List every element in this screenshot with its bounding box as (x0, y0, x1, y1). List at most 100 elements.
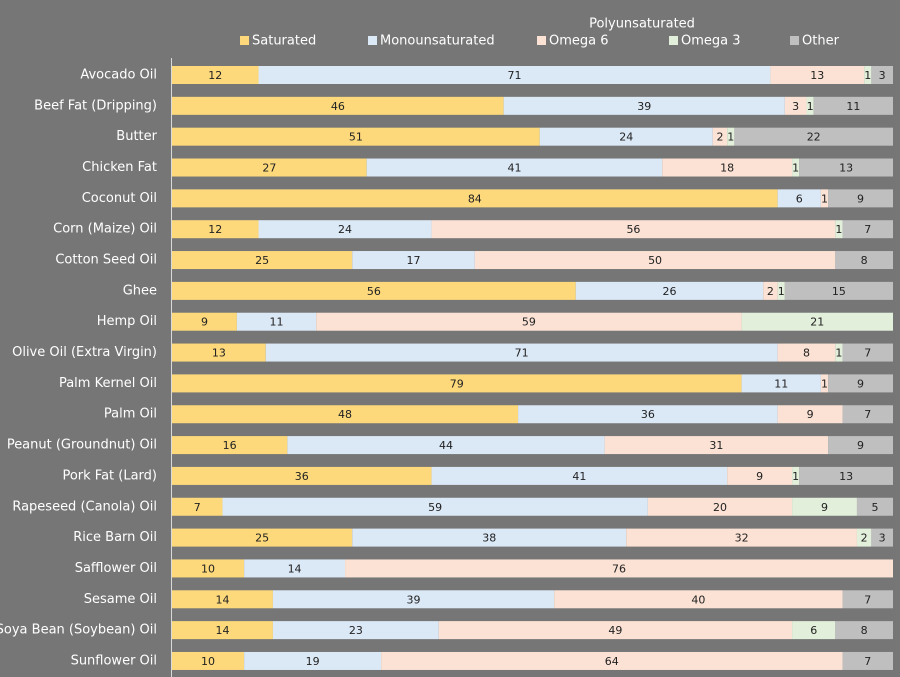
bar-segment (792, 497, 857, 516)
bar-segment (503, 96, 785, 115)
category-label: Butter (116, 129, 157, 144)
bar-segment (345, 559, 893, 578)
data-label: 11 (270, 316, 284, 329)
bar-segment (438, 621, 793, 640)
bar-segment (871, 66, 893, 84)
bar-segment (272, 590, 555, 609)
data-label: 1 (792, 470, 799, 483)
data-label: 3 (879, 532, 886, 545)
bar-segment (172, 466, 432, 485)
data-label: 1 (835, 347, 842, 360)
bar-segment (172, 621, 273, 640)
data-label: 14 (288, 562, 302, 575)
bar-segment (172, 651, 245, 670)
bar-segment (172, 436, 288, 455)
bar-segment (835, 621, 893, 640)
bar-segment (431, 466, 728, 485)
bar-segment (172, 590, 273, 609)
data-label: 40 (691, 593, 705, 606)
bar-segment (792, 621, 836, 640)
data-label: 38 (482, 532, 496, 545)
bar-segment (381, 651, 843, 670)
bar-segment (272, 621, 439, 640)
data-label: 71 (515, 347, 529, 360)
legend-swatch (240, 36, 249, 45)
bar-segment (741, 374, 821, 393)
bar-segment (741, 312, 893, 331)
bar-segment (799, 158, 893, 177)
data-label: 8 (861, 254, 868, 267)
data-label: 9 (807, 408, 814, 421)
category-label: Pork Fat (Lard) (62, 468, 157, 483)
data-label: 71 (507, 69, 521, 82)
bar-segment (799, 466, 893, 485)
data-label: 27 (262, 162, 276, 175)
data-label: 1 (727, 131, 734, 144)
data-label: 16 (223, 439, 237, 452)
bar-segment (842, 590, 893, 609)
data-label: 8 (861, 624, 868, 637)
bar-segment (842, 405, 893, 424)
bar-segment (258, 220, 432, 239)
category-label: Safflower Oil (75, 561, 157, 576)
bar-segment (222, 497, 648, 516)
bar-segment (712, 127, 728, 146)
category-label: Corn (Maize) Oil (53, 222, 157, 237)
bar-segment (244, 651, 382, 670)
legend-group-title: Polyunsaturated (589, 17, 695, 32)
bar-segment (820, 189, 829, 208)
data-label: 13 (839, 162, 853, 175)
data-label: 13 (212, 347, 226, 360)
bar-segment (265, 343, 778, 362)
data-label: 8 (803, 347, 810, 360)
data-label: 19 (306, 655, 320, 668)
bar-segment (647, 497, 793, 516)
legend-swatch (368, 36, 377, 45)
data-label: 46 (331, 100, 345, 113)
bar-segment (172, 96, 504, 115)
data-label: 2 (716, 131, 723, 144)
data-label: 11 (846, 100, 860, 113)
data-label: 32 (735, 532, 749, 545)
legend-label: Saturated (252, 34, 316, 49)
data-label: 41 (507, 162, 521, 175)
data-label: 48 (338, 408, 352, 421)
bar-segment (792, 158, 800, 177)
data-label: 10 (201, 655, 215, 668)
data-label: 79 (450, 377, 464, 390)
bar-segment (662, 158, 793, 177)
bar-segment (871, 528, 893, 547)
data-label: 84 (468, 192, 482, 205)
category-label: Coconut Oil (82, 191, 157, 206)
data-label: 1 (792, 162, 799, 175)
data-label: 18 (720, 162, 734, 175)
category-label: Chicken Fat (82, 160, 157, 175)
data-label: 36 (641, 408, 655, 421)
bar-segment (172, 251, 353, 270)
bar-segment (856, 497, 893, 516)
data-label: 1 (778, 285, 785, 298)
bar-segment (172, 220, 259, 239)
bar-segment (784, 96, 807, 115)
data-label: 1 (807, 100, 814, 113)
data-label: 14 (215, 624, 229, 637)
bar-segment (727, 127, 735, 146)
data-label: 12 (208, 223, 222, 236)
bar-segment (172, 405, 519, 424)
category-label: Sesame Oil (84, 592, 157, 607)
bar-segment (172, 127, 540, 146)
bar-segment (792, 466, 800, 485)
category-label: Cotton Seed Oil (55, 253, 157, 268)
bar-segment (842, 651, 893, 670)
data-label: 9 (201, 316, 208, 329)
data-label: 51 (349, 131, 363, 144)
data-label: 13 (839, 470, 853, 483)
data-label: 14 (215, 593, 229, 606)
bar-segment (828, 436, 893, 455)
category-label: Hemp Oil (97, 314, 157, 329)
bar-segment (366, 158, 663, 177)
bar-segment (763, 281, 778, 300)
data-label: 26 (662, 285, 676, 298)
bar-segment (352, 251, 475, 270)
